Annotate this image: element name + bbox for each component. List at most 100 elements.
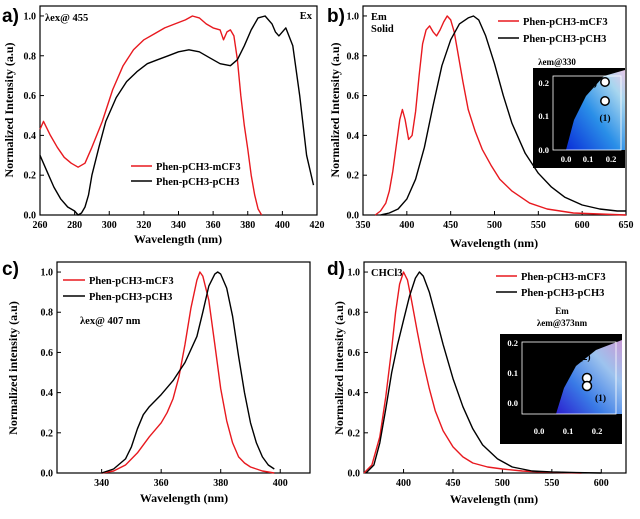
cie-inset: Em λem@373nm 0.0 0.1 0.2 0.0 0.1 0.2 (2)… xyxy=(500,306,622,444)
panel-letter: b) xyxy=(327,6,345,27)
inset-axes xyxy=(521,341,617,415)
series-group xyxy=(39,15,315,216)
excitation-annotation: λex@ 407 nm xyxy=(80,316,141,327)
x-tick-label: 600 xyxy=(594,478,609,489)
series-line-black xyxy=(101,271,275,474)
x-tick-label: 550 xyxy=(531,220,546,231)
x-tick-label: 360 xyxy=(154,478,169,489)
legend: Phen-pCH3-mCF3 Phen-pCH3-pCH3 xyxy=(496,272,606,299)
x-tick-label: 340 xyxy=(94,478,109,489)
inset-x-tick: 0.1 xyxy=(563,426,574,436)
x-tick-label: 500 xyxy=(487,220,502,231)
solvent-annotation: CHCl3 xyxy=(371,268,403,279)
x-tick-label: 380 xyxy=(213,478,228,489)
y-tick-label: 0.2 xyxy=(41,428,54,439)
x-tick-label: 400 xyxy=(275,220,290,231)
x-tick-label: 280 xyxy=(67,220,82,231)
panel-b: b) 350 400 450 500 550 600 650 0.0 0.2 0.4 0.6 0.8 1… xyxy=(327,5,634,250)
y-tick-label: 0.2 xyxy=(348,428,361,439)
y-tick-label: 0.8 xyxy=(24,51,37,62)
series-line-red xyxy=(363,271,582,474)
plot-frame xyxy=(56,261,311,474)
panel-letter: a) xyxy=(2,6,19,27)
inset-y-tick: 0.0 xyxy=(507,398,518,408)
x-tick-label: 420 xyxy=(310,220,325,231)
em-annotation: Em xyxy=(371,12,387,23)
series-line-red xyxy=(101,271,275,474)
tick-group: 260 280 300 320 340 360 380 400 420 0.0 0.2 0.4 0.6 0… xyxy=(24,11,325,231)
legend-label: Phen-pCH3-mCF3 xyxy=(89,276,174,287)
y-tick-label: 0.6 xyxy=(348,348,361,359)
y-tick-label: 1.0 xyxy=(41,268,54,279)
x-tick-label: 340 xyxy=(171,220,186,231)
cie-point-label: (2) xyxy=(579,352,590,363)
x-tick-label: 400 xyxy=(399,220,414,231)
y-tick-label: 0.0 xyxy=(41,469,54,480)
x-tick-label: 450 xyxy=(443,220,458,231)
ex-annotation: Ex xyxy=(300,11,313,22)
x-tick-label: 650 xyxy=(619,220,634,231)
y-tick-label: 0.0 xyxy=(348,469,361,480)
inset-x-tick: 0.2 xyxy=(592,426,603,436)
x-axis-label: Wavelength (nm) xyxy=(140,491,228,505)
cie-point-2 xyxy=(600,77,610,87)
x-tick-label: 600 xyxy=(575,220,590,231)
tick-group: 350 400 450 500 550 600 650 0.0 0.2 0.4 0.6 0.8 1.0 xyxy=(347,11,634,231)
legend-label: Phen-pCH3-pCH3 xyxy=(521,288,604,299)
cie-point-label: (1) xyxy=(599,113,610,124)
inset-x-tick: 0.2 xyxy=(606,154,617,164)
inset-y-tick: 0.1 xyxy=(507,368,518,378)
y-tick-label: 0.4 xyxy=(348,388,361,399)
inset-y-tick: 0.0 xyxy=(538,145,549,155)
x-axis-label: Wavelength (nm) xyxy=(450,236,538,250)
legend: Phen-pCH3-mCF3 Phen-pCH3-pCH3 xyxy=(498,17,608,45)
panel-letter: c) xyxy=(2,259,19,280)
legend: Phen-pCH3-mCF3 Phen-pCH3-pCH3 xyxy=(131,162,241,188)
y-tick-label: 0.8 xyxy=(348,308,361,319)
tick-group: 400 450 500 550 600 0.0 0.2 0.4 0.6 0.8 1.0 xyxy=(348,268,609,489)
x-tick-label: 320 xyxy=(136,220,151,231)
x-tick-label: 550 xyxy=(544,478,559,489)
x-tick-label: 300 xyxy=(102,220,117,231)
tick-group: 340 360 380 400 0.0 0.2 0.4 0.6 0.8 1.0 xyxy=(41,268,288,489)
inset-title: λem@373nm xyxy=(537,318,588,328)
inset-y-tick: 0.1 xyxy=(538,111,549,121)
inset-x-tick: 0.0 xyxy=(534,426,545,436)
y-axis-label: Normalized Intensity (a.u) xyxy=(2,43,16,178)
cie-point-1 xyxy=(600,96,610,106)
y-axis-label: Normalized intensity (a.u) xyxy=(6,301,20,435)
inset-y-tick: 0.2 xyxy=(538,78,549,88)
x-tick-label: 500 xyxy=(495,478,510,489)
y-tick-label: 0.6 xyxy=(41,348,54,359)
series-line-black xyxy=(39,15,315,216)
y-tick-label: 0.8 xyxy=(347,51,360,62)
y-tick-label: 0.0 xyxy=(347,211,360,222)
inset-y-tick: 0.2 xyxy=(507,338,518,348)
legend-label: Phen-pCH3-pCH3 xyxy=(523,34,606,45)
y-tick-label: 1.0 xyxy=(348,268,361,279)
cie-point-label: (1) xyxy=(595,393,606,404)
series-line-red xyxy=(374,15,627,216)
y-tick-label: 1.0 xyxy=(24,11,37,22)
inset-title: Em xyxy=(555,306,569,316)
inset-axes xyxy=(552,75,622,151)
y-tick-label: 0.8 xyxy=(41,308,54,319)
y-tick-label: 0.2 xyxy=(347,171,360,182)
legend: Phen-pCH3-mCF3 Phen-pCH3-pCH3 xyxy=(63,276,174,303)
panel-letter: d) xyxy=(327,259,345,280)
legend-label: Phen-pCH3-pCH3 xyxy=(156,177,239,188)
y-tick-label: 0.4 xyxy=(347,131,360,142)
excitation-annotation: λex@ 455 xyxy=(45,13,88,24)
y-axis-label: Normalized Intensity (a.u) xyxy=(328,43,342,178)
solid-annotation: Solid xyxy=(371,24,394,35)
cie-point-label: (2) xyxy=(586,78,597,89)
x-tick-label: 400 xyxy=(396,478,411,489)
x-tick-label: 350 xyxy=(356,220,371,231)
x-tick-label: 400 xyxy=(273,478,288,489)
y-tick-label: 0.0 xyxy=(24,211,37,222)
y-tick-label: 1.0 xyxy=(347,11,360,22)
y-tick-label: 0.2 xyxy=(24,171,37,182)
panel-d: d) 400 450 500 550 600 0.0 0.2 0.4 0.6 0.8 1.0 Wav… xyxy=(327,259,627,506)
y-tick-label: 0.6 xyxy=(24,91,37,102)
